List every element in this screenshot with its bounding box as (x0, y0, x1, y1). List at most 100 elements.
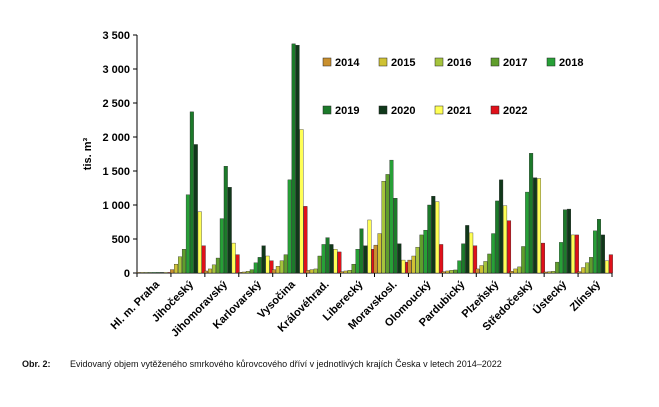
bar (325, 237, 330, 274)
bar (533, 177, 538, 274)
bar (415, 246, 420, 274)
bar (181, 249, 186, 274)
bar (563, 209, 568, 274)
legend-swatch (490, 57, 500, 67)
bar (219, 218, 224, 274)
bar (253, 262, 258, 274)
legend-label: 2019 (335, 105, 359, 117)
bar (303, 206, 308, 274)
bar (487, 253, 492, 274)
bar (291, 43, 296, 274)
bar (431, 195, 436, 274)
bar (600, 234, 605, 274)
legend-swatch (434, 57, 444, 67)
bar (343, 270, 348, 274)
y-tick-label: 500 (112, 234, 130, 246)
bar (608, 254, 613, 274)
legend-label: 2022 (503, 105, 527, 117)
y-tick-label: 2 500 (102, 98, 130, 110)
bar (453, 269, 458, 274)
bar (457, 260, 462, 274)
bar (517, 266, 522, 274)
bar (559, 242, 564, 274)
bar (363, 245, 368, 274)
bar (136, 272, 141, 274)
bar (215, 257, 220, 274)
bar (469, 232, 474, 274)
bar (359, 228, 364, 274)
bar (449, 270, 454, 274)
bar (347, 270, 352, 274)
legend-swatch (322, 57, 332, 67)
bar (241, 271, 246, 274)
bar (389, 159, 394, 274)
bar (439, 244, 444, 274)
legend-swatch (490, 105, 500, 115)
legend-label: 2018 (559, 57, 583, 69)
bar (245, 271, 250, 274)
bar (275, 266, 280, 274)
bar (377, 233, 382, 274)
bar (495, 200, 500, 274)
bar (351, 263, 356, 274)
bar (393, 198, 398, 274)
bar (551, 271, 556, 274)
bar (570, 234, 575, 274)
bar (329, 244, 334, 274)
legend-label: 2017 (503, 57, 527, 69)
bar (305, 270, 310, 274)
bar (207, 268, 212, 274)
bar (585, 262, 590, 274)
y-tick-label: 2 000 (102, 132, 130, 144)
bar (593, 230, 598, 274)
bar (235, 254, 240, 274)
x-tick-label: Ústecký (530, 277, 570, 317)
legend-swatch (546, 57, 556, 67)
bar (475, 268, 480, 274)
bar (435, 201, 440, 274)
bar (148, 272, 152, 274)
bar (441, 271, 446, 274)
bar (367, 219, 372, 274)
bar (427, 204, 432, 274)
bar (597, 219, 601, 274)
bar (567, 208, 571, 274)
bar (547, 271, 552, 274)
bar (321, 244, 326, 274)
legend-label: 2014 (335, 57, 360, 69)
bar (227, 187, 232, 274)
bar (313, 268, 318, 274)
bar (279, 260, 284, 274)
bar (295, 45, 300, 274)
bar (223, 166, 228, 274)
bar (257, 257, 262, 274)
legend-label: 2021 (447, 105, 471, 117)
bar (271, 269, 276, 274)
y-tick-label: 0 (124, 268, 130, 280)
bar (541, 242, 545, 274)
bar (503, 205, 508, 274)
bar (407, 259, 412, 274)
legend-label: 2016 (447, 57, 471, 69)
bar (604, 260, 609, 274)
bar (521, 246, 526, 274)
y-tick-label: 3 000 (102, 64, 130, 76)
x-tick-label: Zlínský (568, 278, 604, 314)
bar (299, 129, 304, 274)
y-tick-label: 1 500 (102, 166, 130, 178)
bar (174, 263, 179, 274)
bar (529, 153, 534, 274)
legend-swatch (434, 105, 444, 115)
bar (491, 233, 496, 274)
bar (465, 225, 470, 274)
bar (185, 194, 190, 274)
x-tick-label: Hl. m. Praha (109, 278, 163, 332)
legend-swatch (378, 57, 388, 67)
bar (401, 259, 406, 274)
bar (231, 242, 236, 274)
bar (163, 272, 168, 274)
figure-caption: Obr. 2: Evidovaný objem vytěženého smrkov… (22, 359, 502, 369)
bar (589, 257, 594, 274)
bar (333, 249, 338, 274)
bar (204, 270, 208, 274)
